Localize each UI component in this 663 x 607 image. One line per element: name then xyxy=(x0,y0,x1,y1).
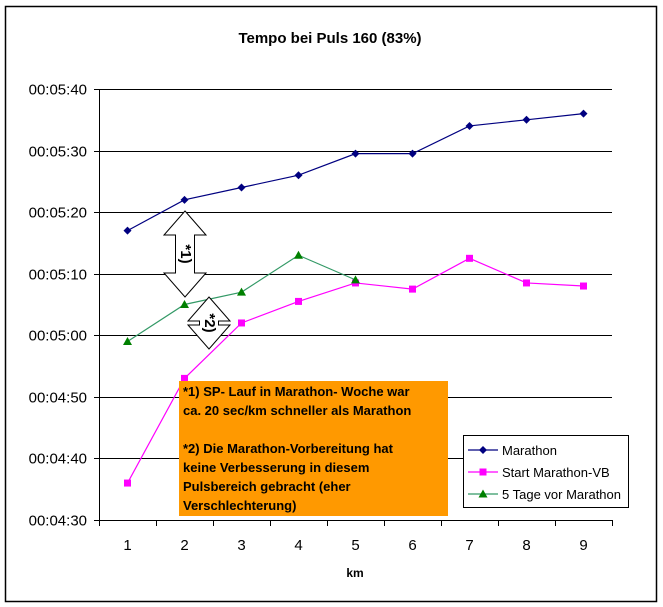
x-tick-label: 1 xyxy=(123,537,131,554)
y-tick-label: 00:04:40 xyxy=(29,451,87,468)
x-tick-label: 8 xyxy=(522,537,530,554)
square-marker-icon xyxy=(479,468,487,476)
series-5-tage-vor-marathon xyxy=(123,250,360,345)
x-tick-label: 2 xyxy=(180,537,188,554)
x-axis-label: km xyxy=(346,566,363,580)
legend-label-start-marathon-vb: Start Marathon-VB xyxy=(502,464,610,480)
data-point xyxy=(351,149,360,158)
legend-item-start-marathon-vb: Start Marathon-VB xyxy=(464,461,628,483)
data-point xyxy=(180,195,189,204)
y-axis-ticks: 00:05:40 00:05:30 00:05:20 00:05:10 00:05:00… xyxy=(29,82,99,530)
data-point xyxy=(408,149,417,158)
legend-label-marathon: Marathon xyxy=(502,442,557,458)
annotation-label: *1) xyxy=(177,244,194,263)
data-point xyxy=(237,183,246,192)
triangle-marker-icon xyxy=(478,489,488,498)
legend-label-5-tage: 5 Tage vor Marathon xyxy=(502,486,621,502)
x-tick-label: 9 xyxy=(579,537,587,554)
diamond-marker-icon xyxy=(479,446,487,454)
x-tick-label: 5 xyxy=(351,537,359,554)
y-tick-label: 00:05:30 xyxy=(29,144,87,161)
annotation-label: *2) xyxy=(201,313,218,332)
note-line-4: keine Verbesserung in diesem xyxy=(183,460,370,475)
data-point xyxy=(522,115,531,124)
legend-swatch-marathon xyxy=(468,443,498,457)
data-point xyxy=(238,319,245,327)
series-layer xyxy=(123,109,588,487)
x-tick-label: 6 xyxy=(408,537,416,554)
y-tick-label: 00:05:00 xyxy=(29,328,87,345)
y-tick-label: 00:05:20 xyxy=(29,205,87,222)
y-tick-label: 00:04:50 xyxy=(29,390,87,407)
x-tick-label: 4 xyxy=(294,537,302,554)
data-point xyxy=(123,336,132,345)
series-marathon xyxy=(123,109,588,235)
double-arrow-icon xyxy=(186,296,232,350)
data-point xyxy=(351,275,360,284)
data-point xyxy=(124,479,131,487)
note-line-6: Verschlechterung) xyxy=(183,498,297,513)
annotation-arrows: *1) *2) xyxy=(162,210,232,350)
y-tick-label: 00:04:30 xyxy=(29,513,87,530)
data-point xyxy=(180,300,189,308)
double-arrow-icon xyxy=(162,210,208,298)
data-point xyxy=(237,287,246,296)
x-tick-label: 3 xyxy=(237,537,245,554)
data-point xyxy=(123,226,132,235)
data-point xyxy=(465,121,474,130)
legend-item-marathon: Marathon xyxy=(464,439,628,461)
data-point xyxy=(579,109,588,118)
data-point xyxy=(181,374,188,382)
y-tick-label: 00:05:40 xyxy=(29,82,87,99)
annotation-arrow-2: *2) xyxy=(186,296,232,350)
legend-item-5-tage: 5 Tage vor Marathon xyxy=(464,483,628,505)
data-point xyxy=(294,250,303,259)
data-point xyxy=(409,285,416,293)
note-line-2: ca. 20 sec/km schneller als Marathon xyxy=(183,403,412,418)
x-tick-label: 7 xyxy=(465,537,473,554)
data-point xyxy=(523,279,530,287)
annotation-arrow-1: *1) xyxy=(162,210,208,298)
data-point xyxy=(466,254,473,262)
data-point xyxy=(295,297,302,305)
x-axis: 1 2 3 4 5 6 7 8 9 xyxy=(99,89,613,554)
note-line-1: *1) SP- Lauf in Marathon- Woche war xyxy=(183,384,410,399)
legend-swatch-5-tage xyxy=(468,487,498,501)
chart-title: Tempo bei Puls 160 (83%) xyxy=(238,30,421,47)
data-point xyxy=(580,282,587,290)
data-point xyxy=(294,171,303,180)
legend-swatch-start-marathon-vb xyxy=(468,465,498,479)
y-tick-label: 00:05:10 xyxy=(29,267,87,284)
annotation-note-box: *1) SP- Lauf in Marathon- Woche war ca. … xyxy=(179,381,448,516)
note-line-3: *2) Die Marathon-Vorbereitung hat xyxy=(183,441,393,456)
note-line-5: Pulsbereich gebracht (eher xyxy=(183,479,351,494)
legend: Marathon Start Marathon-VB 5 Tage vor Ma… xyxy=(463,435,629,508)
